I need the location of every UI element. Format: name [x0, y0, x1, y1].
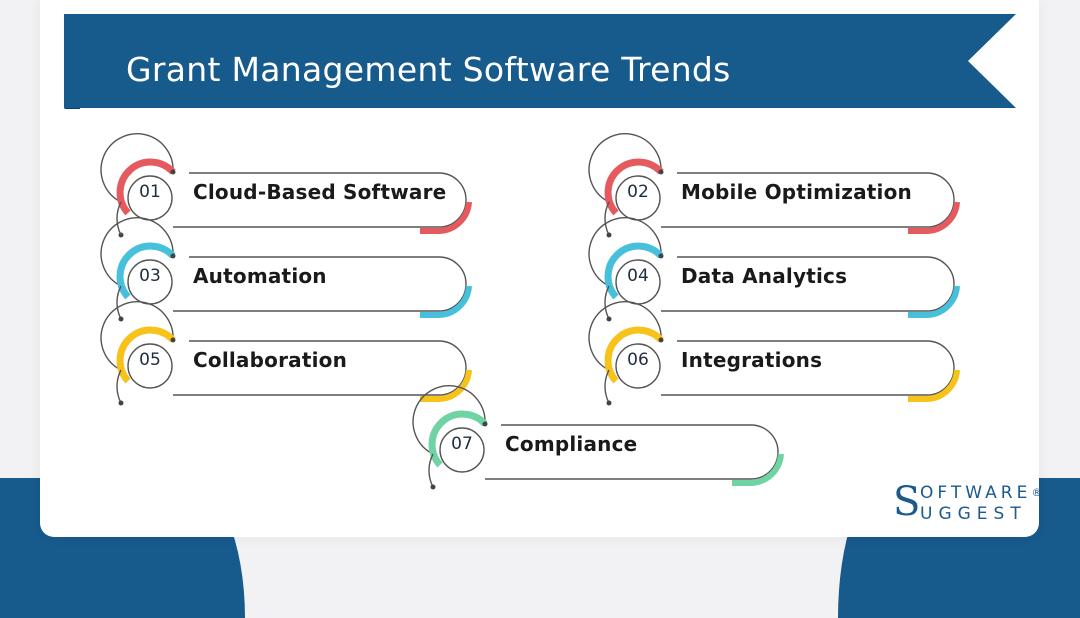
page-title: Grant Management Software Trends [126, 50, 731, 89]
badge-ring-icon [100, 301, 472, 406]
trend-item-04: 04 Data Analytics [588, 217, 975, 329]
trend-item-01: 01 Cloud-Based Software [100, 133, 487, 245]
trend-item-07: 07 Compliance [412, 385, 799, 497]
title-banner: Grant Management Software Trends [64, 14, 1016, 109]
item-number: 01 [139, 182, 161, 202]
badge-ring-icon [588, 217, 960, 322]
badge-ring-icon [588, 133, 960, 238]
item-number: 03 [139, 266, 161, 286]
badge-ring-icon [100, 217, 472, 322]
softwaresuggest-logo: S OFTWARE® UGGEST [893, 479, 1042, 526]
item-label: Data Analytics [681, 264, 848, 288]
logo-line-2: UGGEST [920, 504, 1027, 524]
item-number: 04 [627, 266, 649, 286]
trend-item-06: 06 Integrations [588, 301, 975, 413]
ribbon-icon [64, 14, 1016, 109]
logo-initial: S [893, 479, 921, 525]
infographic-card: Grant Management Software Trends 01 Clou… [40, 0, 1039, 537]
registered-mark: ® [1031, 486, 1043, 499]
item-number: 07 [451, 434, 473, 454]
trend-item-02: 02 Mobile Optimization [588, 133, 975, 245]
item-label: Compliance [505, 432, 638, 456]
item-label: Collaboration [193, 348, 348, 372]
logo-line-1: OFTWARE® [920, 484, 1042, 502]
item-label: Integrations [681, 348, 823, 372]
badge-ring-icon [412, 385, 784, 490]
item-label: Mobile Optimization [681, 180, 912, 204]
item-number: 05 [139, 350, 161, 370]
trend-item-03: 03 Automation [100, 217, 487, 329]
logo-line-1-text: OFTWARE [920, 483, 1032, 503]
item-label: Cloud-Based Software [193, 180, 447, 204]
item-label: Automation [193, 264, 327, 288]
badge-ring-icon [588, 301, 960, 406]
trend-item-05: 05 Collaboration [100, 301, 487, 413]
item-number: 02 [627, 182, 649, 202]
item-number: 06 [627, 350, 649, 370]
